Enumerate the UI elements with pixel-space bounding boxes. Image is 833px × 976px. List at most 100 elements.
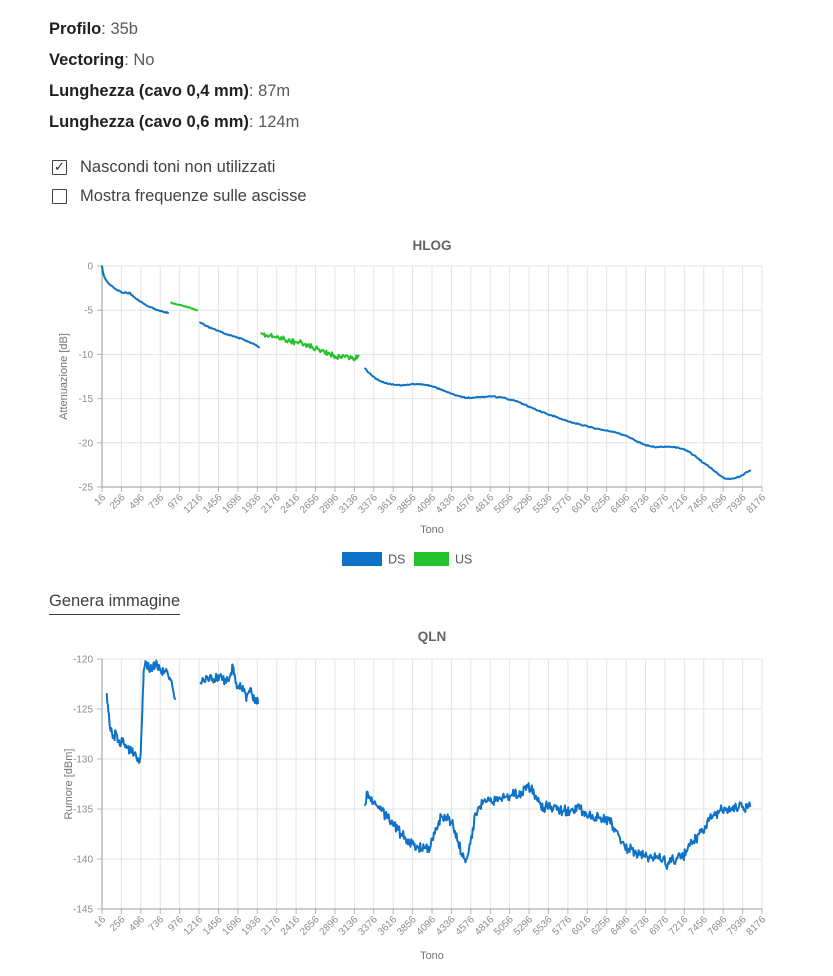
x-tick-label: 3856 bbox=[395, 914, 419, 938]
ds-line bbox=[105, 659, 177, 764]
x-tick-label: 2656 bbox=[298, 492, 322, 516]
x-tick-label: 3616 bbox=[376, 914, 400, 938]
x-tick-label: 496 bbox=[127, 914, 147, 934]
x-tick-label: 3136 bbox=[337, 914, 361, 938]
x-tick-label: 5776 bbox=[550, 914, 574, 938]
x-tick-label: 7936 bbox=[725, 492, 749, 516]
x-tick-label: 736 bbox=[147, 492, 167, 512]
x-tick-label: 16 bbox=[92, 492, 108, 508]
x-tick-label: 2176 bbox=[259, 492, 283, 516]
x-tick-label: 1696 bbox=[220, 492, 244, 516]
x-tick-label: 496 bbox=[127, 492, 147, 512]
show-frequencies-checkbox[interactable]: ✓ bbox=[52, 189, 67, 204]
checkbox-label: Nascondi toni non utilizzati bbox=[80, 158, 276, 176]
x-tick-label: 2656 bbox=[298, 914, 322, 938]
ds-line bbox=[199, 321, 260, 349]
legend-label-us: US bbox=[455, 553, 472, 567]
checkbox-label: Mostra frequenze sulle ascisse bbox=[80, 187, 307, 205]
x-tick-label: 2176 bbox=[259, 914, 283, 938]
y-tick-label: -135 bbox=[73, 805, 93, 816]
us-line bbox=[170, 301, 199, 312]
hide-unused-tones-checkbox[interactable]: ✓ bbox=[52, 160, 67, 175]
info-separator: : bbox=[124, 51, 129, 69]
x-tick-label: 16 bbox=[92, 914, 108, 930]
x-tick-label: 8176 bbox=[745, 492, 769, 516]
x-axis-title: Tono bbox=[420, 950, 444, 962]
info-separator: : bbox=[248, 82, 254, 100]
x-tick-label: 5776 bbox=[550, 492, 574, 516]
x-tick-label: 6256 bbox=[589, 914, 613, 938]
x-tick-label: 3616 bbox=[376, 492, 400, 516]
info-label: Lunghezza (cavo 0,4 mm) bbox=[49, 82, 249, 100]
x-tick-label: 7216 bbox=[667, 914, 691, 938]
us-line bbox=[260, 332, 360, 362]
y-axis-title: Rumore [dBm] bbox=[63, 749, 75, 820]
chart-title: HLOG bbox=[413, 238, 452, 253]
info-separator: : bbox=[101, 20, 106, 38]
x-tick-label: 6496 bbox=[609, 492, 633, 516]
x-tick-label: 1456 bbox=[201, 914, 225, 938]
x-tick-label: 3856 bbox=[395, 492, 419, 516]
checkbox-row-hide-unused-tones[interactable]: ✓ Nascondi toni non utilizzati bbox=[52, 153, 833, 182]
y-tick-label: -15 bbox=[79, 394, 94, 405]
x-tick-label: 256 bbox=[108, 914, 128, 934]
checkmark-icon: ✓ bbox=[54, 159, 65, 174]
x-tick-label: 2896 bbox=[318, 914, 342, 938]
ds-line bbox=[101, 265, 169, 314]
y-tick-label: -120 bbox=[73, 655, 93, 666]
y-tick-label: -140 bbox=[73, 855, 93, 866]
x-tick-label: 6256 bbox=[589, 492, 613, 516]
ds-line bbox=[199, 663, 259, 705]
x-tick-label: 3376 bbox=[356, 492, 380, 516]
x-tick-label: 6736 bbox=[628, 914, 652, 938]
info-row-length-04: Lunghezza (cavo 0,4 mm): 87m bbox=[49, 76, 833, 107]
y-axis-title: Attenuazione [dB] bbox=[58, 333, 70, 420]
info-row-profile: Profilo: 35b bbox=[49, 14, 833, 45]
info-row-vectoring: Vectoring: No bbox=[49, 45, 833, 76]
x-tick-label: 1936 bbox=[240, 914, 264, 938]
x-tick-label: 2896 bbox=[318, 492, 342, 516]
info-value: No bbox=[133, 51, 155, 69]
x-tick-label: 4816 bbox=[473, 492, 497, 516]
info-row-length-06: Lunghezza (cavo 0,6 mm): 124m bbox=[49, 107, 833, 138]
x-tick-label: 5536 bbox=[531, 492, 555, 516]
x-tick-label: 7456 bbox=[686, 914, 710, 938]
x-tick-label: 1216 bbox=[182, 492, 206, 516]
x-tick-label: 6016 bbox=[570, 914, 594, 938]
ds-line bbox=[364, 782, 752, 870]
info-value: 87m bbox=[258, 82, 291, 100]
x-tick-label: 4336 bbox=[434, 492, 458, 516]
x-tick-label: 256 bbox=[108, 492, 128, 512]
x-tick-label: 6016 bbox=[570, 492, 594, 516]
x-tick-label: 1936 bbox=[240, 492, 264, 516]
y-tick-label: 0 bbox=[87, 262, 93, 273]
info-label: Vectoring bbox=[49, 51, 125, 69]
x-tick-label: 8176 bbox=[745, 914, 769, 938]
x-tick-label: 5296 bbox=[512, 914, 536, 938]
chart-title: QLN bbox=[418, 629, 447, 644]
x-tick-label: 6496 bbox=[609, 914, 633, 938]
y-tick-label: -125 bbox=[73, 705, 93, 716]
checkbox-row-show-frequencies[interactable]: ✓ Mostra frequenze sulle ascisse bbox=[52, 182, 833, 211]
x-tick-label: 5536 bbox=[531, 914, 555, 938]
x-tick-label: 4816 bbox=[473, 914, 497, 938]
generate-image-link[interactable]: Genera immagine bbox=[49, 592, 181, 615]
x-tick-label: 736 bbox=[147, 914, 167, 934]
x-tick-label: 7936 bbox=[725, 914, 749, 938]
x-tick-label: 1696 bbox=[220, 914, 244, 938]
x-tick-label: 5056 bbox=[492, 492, 516, 516]
x-tick-label: 7216 bbox=[667, 492, 691, 516]
legend-swatch-us bbox=[414, 552, 449, 566]
x-tick-label: 3376 bbox=[356, 914, 380, 938]
x-tick-label: 3136 bbox=[337, 492, 361, 516]
x-tick-label: 5296 bbox=[512, 492, 536, 516]
info-separator: : bbox=[248, 113, 254, 131]
y-tick-label: -130 bbox=[73, 755, 93, 766]
x-tick-label: 4576 bbox=[453, 492, 477, 516]
x-tick-label: 7696 bbox=[706, 492, 730, 516]
x-tick-label: 4096 bbox=[415, 492, 439, 516]
y-tick-label: -20 bbox=[79, 438, 94, 449]
x-tick-label: 7696 bbox=[706, 914, 730, 938]
